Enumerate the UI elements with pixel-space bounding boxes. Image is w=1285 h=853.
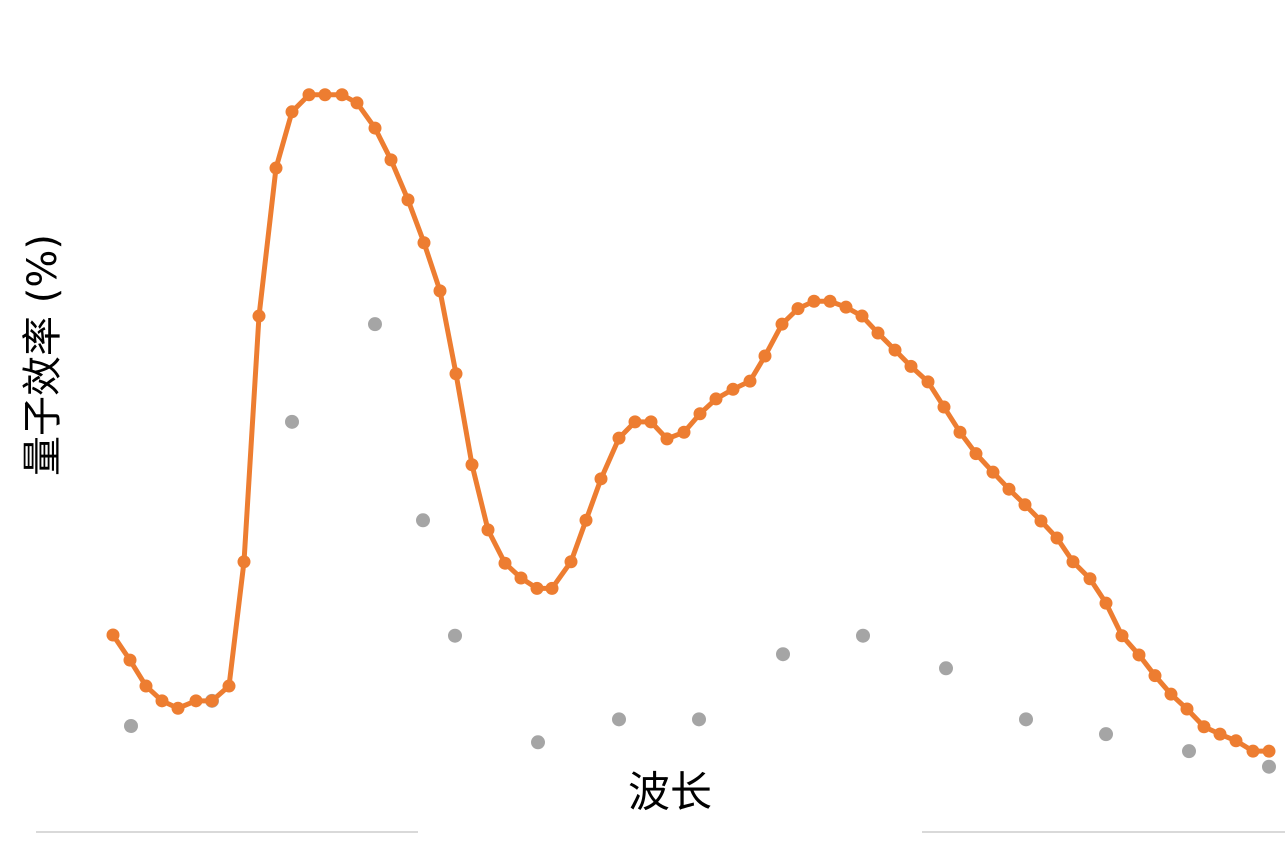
- data-point: [1099, 596, 1113, 610]
- data-point: [1148, 669, 1162, 683]
- data-point: [953, 425, 967, 439]
- data-point: [856, 628, 870, 643]
- data-point: [368, 317, 382, 332]
- data-point: [530, 581, 544, 595]
- data-point: [791, 302, 805, 316]
- data-point: [1115, 629, 1129, 643]
- data-point: [612, 431, 626, 445]
- x-axis-label: 波长: [628, 768, 712, 817]
- data-point: [888, 343, 902, 357]
- data-point: [726, 382, 740, 396]
- data-point: [871, 326, 885, 340]
- data-point: [579, 513, 593, 527]
- data-point: [531, 735, 545, 750]
- data-point: [594, 472, 608, 486]
- data-point: [677, 425, 691, 439]
- data-point: [1002, 482, 1016, 496]
- data-point: [189, 694, 203, 708]
- data-point: [269, 161, 283, 175]
- data-point: [368, 121, 382, 135]
- data-point: [448, 628, 462, 643]
- data-point: [1180, 702, 1194, 716]
- data-point: [237, 555, 251, 569]
- data-point: [401, 193, 415, 207]
- data-point: [252, 309, 266, 323]
- data-point: [449, 367, 463, 381]
- data-point: [155, 694, 169, 708]
- data-point: [758, 349, 772, 363]
- data-point: [855, 309, 869, 323]
- data-point: [1034, 514, 1048, 528]
- data-point: [564, 555, 578, 569]
- data-point: [416, 513, 430, 528]
- data-point: [465, 458, 479, 472]
- data-point: [775, 317, 789, 331]
- data-point: [1262, 744, 1276, 758]
- data-point: [318, 88, 332, 102]
- data-point: [1018, 498, 1032, 512]
- data-point: [1164, 687, 1178, 701]
- data-point: [709, 392, 723, 406]
- data-point: [350, 96, 364, 110]
- data-point: [939, 661, 953, 676]
- data-point: [839, 300, 853, 314]
- data-point: [823, 294, 837, 308]
- data-point: [1050, 531, 1064, 545]
- data-point: [498, 556, 512, 570]
- data-point: [692, 712, 706, 727]
- data-point: [222, 679, 236, 693]
- data-point: [969, 447, 983, 461]
- data-point: [1213, 727, 1227, 741]
- data-point: [545, 581, 559, 595]
- data-point: [205, 694, 219, 708]
- data-point: [384, 153, 398, 167]
- data-point: [693, 407, 707, 421]
- data-point: [433, 284, 447, 298]
- data-point: [921, 375, 935, 389]
- data-point: [1019, 712, 1033, 727]
- data-point: [417, 236, 431, 250]
- data-point: [285, 414, 299, 429]
- data-point: [1229, 734, 1243, 748]
- data-point: [628, 415, 642, 429]
- data-point: [1066, 555, 1080, 569]
- data-point: [1083, 572, 1097, 586]
- data-point: [660, 432, 674, 446]
- y-axis-label: 量子效率 (%): [20, 234, 66, 476]
- data-point: [937, 400, 951, 414]
- data-point: [1197, 720, 1211, 734]
- data-point: [139, 679, 153, 693]
- data-point: [776, 647, 790, 662]
- data-point: [514, 571, 528, 585]
- data-point: [1132, 648, 1146, 662]
- data-point: [124, 719, 138, 733]
- data-point: [1262, 759, 1276, 774]
- data-point: [171, 701, 185, 715]
- data-point: [1182, 744, 1196, 759]
- data-point: [743, 374, 757, 388]
- data-point: [612, 712, 626, 727]
- data-point: [285, 105, 299, 119]
- data-point: [644, 415, 658, 429]
- data-point: [1099, 727, 1113, 742]
- data-point: [106, 628, 120, 642]
- data-point: [986, 465, 1000, 479]
- data-point: [904, 359, 918, 373]
- data-point: [335, 88, 349, 102]
- data-point: [807, 294, 821, 308]
- data-point: [123, 653, 137, 667]
- data-point: [481, 523, 495, 537]
- data-point: [1246, 744, 1260, 758]
- data-point: [302, 88, 316, 102]
